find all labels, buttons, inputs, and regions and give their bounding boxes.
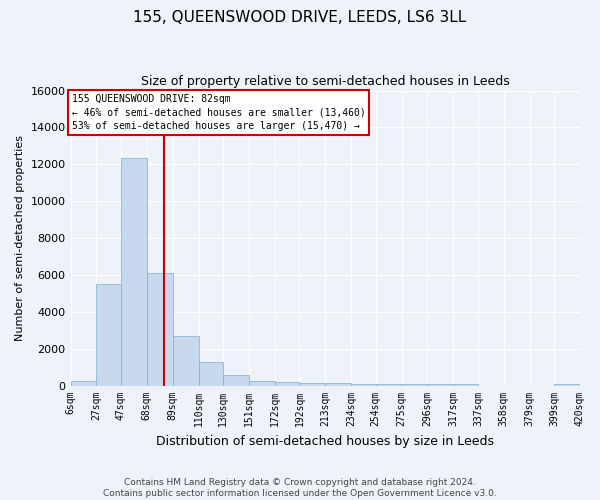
Y-axis label: Number of semi-detached properties: Number of semi-detached properties [15,136,25,342]
Bar [173,336,199,386]
Bar [249,381,275,386]
Bar [299,383,325,386]
Bar [427,384,453,386]
Bar [401,384,427,386]
Bar [275,382,299,386]
Bar [71,380,97,386]
Bar [351,384,376,386]
Bar [147,274,173,386]
Bar [376,384,401,386]
Bar [199,362,223,386]
Text: 155 QUEENSWOOD DRIVE: 82sqm
← 46% of semi-detached houses are smaller (13,460)
5: 155 QUEENSWOOD DRIVE: 82sqm ← 46% of sem… [72,94,365,130]
Text: Contains HM Land Registry data © Crown copyright and database right 2024.
Contai: Contains HM Land Registry data © Crown c… [103,478,497,498]
X-axis label: Distribution of semi-detached houses by size in Leeds: Distribution of semi-detached houses by … [156,434,494,448]
Bar [223,375,249,386]
Text: 155, QUEENSWOOD DRIVE, LEEDS, LS6 3LL: 155, QUEENSWOOD DRIVE, LEEDS, LS6 3LL [133,10,467,25]
Title: Size of property relative to semi-detached houses in Leeds: Size of property relative to semi-detach… [141,75,509,88]
Bar [453,384,478,386]
Bar [97,284,121,386]
Bar [121,158,147,386]
Bar [554,384,580,386]
Bar [325,384,351,386]
